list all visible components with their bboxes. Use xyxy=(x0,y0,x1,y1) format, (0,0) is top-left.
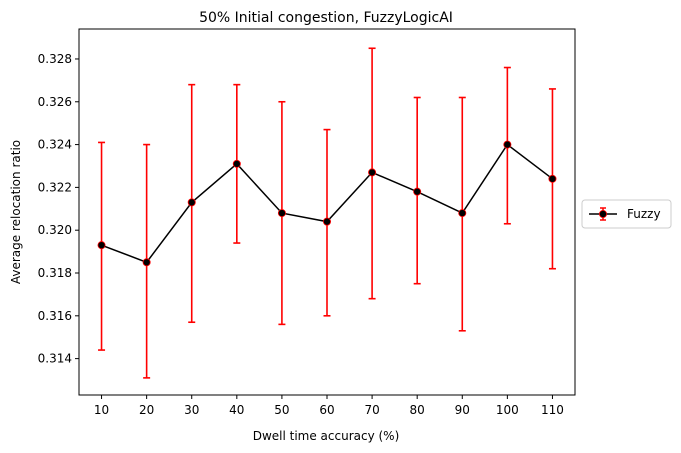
legend-label: Fuzzy xyxy=(627,207,661,221)
x-tick-label: 20 xyxy=(139,403,154,417)
data-point xyxy=(548,174,557,183)
data-point xyxy=(413,187,422,196)
x-tick-label: 70 xyxy=(364,403,379,417)
y-tick-label: 0.328 xyxy=(38,52,72,66)
data-point xyxy=(142,258,151,267)
data-point xyxy=(232,159,241,168)
x-tick-label: 110 xyxy=(541,403,564,417)
y-tick-label: 0.316 xyxy=(38,309,72,323)
data-point xyxy=(503,140,512,149)
data-point xyxy=(97,241,106,250)
y-tick-label: 0.326 xyxy=(38,95,72,109)
x-tick-label: 10 xyxy=(94,403,109,417)
data-point xyxy=(322,217,331,226)
y-tick-label: 0.318 xyxy=(38,266,72,280)
x-tick-label: 60 xyxy=(319,403,334,417)
y-axis-label: Average relocation ratio xyxy=(9,140,23,284)
plot-content xyxy=(97,47,557,379)
x-axis-label: Dwell time accuracy (%) xyxy=(253,429,400,443)
legend-point xyxy=(599,209,608,218)
legend-frame xyxy=(581,199,672,229)
data-point xyxy=(187,198,196,207)
y-tick-label: 0.320 xyxy=(38,223,72,237)
y-tick-label: 0.324 xyxy=(38,138,72,152)
x-tick-label: 40 xyxy=(229,403,244,417)
data-point xyxy=(458,209,467,218)
legend: Fuzzy xyxy=(581,199,672,229)
x-tick-label: 50 xyxy=(274,403,289,417)
x-tick-label: 100 xyxy=(496,403,519,417)
y-tick-label: 0.314 xyxy=(38,352,72,366)
x-tick-label: 90 xyxy=(455,403,470,417)
chart-title: 50% Initial congestion, FuzzyLogicAI xyxy=(199,10,453,26)
data-point xyxy=(277,209,286,218)
data-point xyxy=(368,168,377,177)
x-tick-label: 80 xyxy=(410,403,425,417)
x-tick-label: 30 xyxy=(184,403,199,417)
y-tick-label: 0.322 xyxy=(38,180,72,194)
legend-marker xyxy=(589,207,617,221)
